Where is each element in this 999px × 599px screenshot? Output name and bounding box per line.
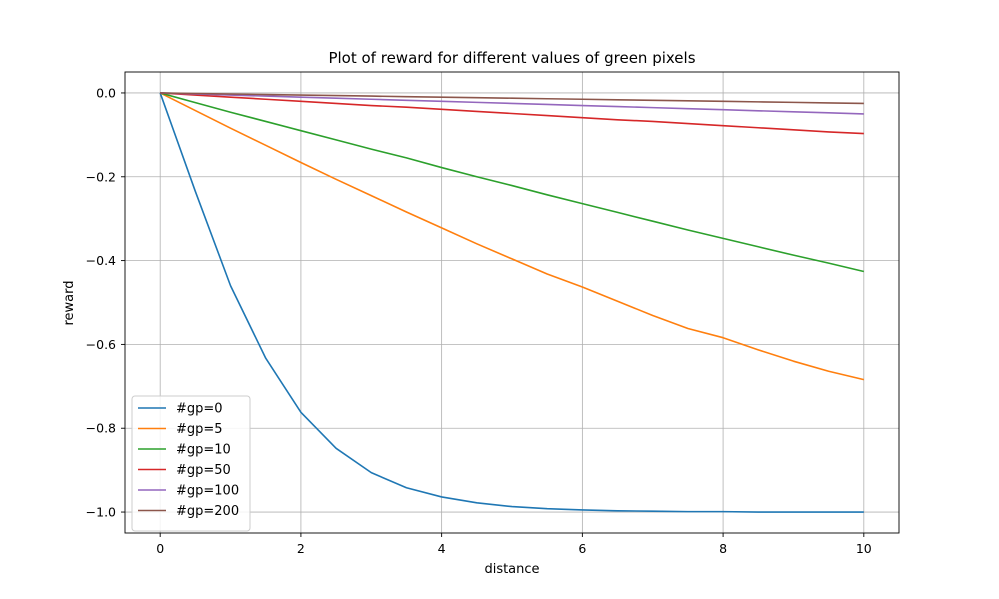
series-line-5 bbox=[160, 92, 864, 105]
legend-label: #gp=200 bbox=[176, 504, 239, 519]
axes bbox=[124, 71, 900, 534]
legend-label: #gp=5 bbox=[176, 422, 223, 437]
y-tick-label: 0.0 bbox=[96, 85, 116, 100]
series-lines bbox=[159, 92, 865, 513]
series-line-3 bbox=[160, 92, 864, 135]
x-tick-label: 2 bbox=[297, 541, 305, 556]
y-tick-label: −1.0 bbox=[86, 505, 116, 520]
legend: #gp=0 #gp=5 #gp=10 #gp=50 #gp=100 #gp=200 bbox=[131, 395, 251, 532]
x-tick-label: 0 bbox=[156, 541, 164, 556]
grid bbox=[125, 72, 899, 533]
x-tick-label: 4 bbox=[438, 541, 446, 556]
series-line-0 bbox=[159, 92, 864, 513]
legend-box bbox=[131, 395, 251, 532]
x-tick-label: 10 bbox=[856, 541, 872, 556]
x-tick-label: 8 bbox=[719, 541, 727, 556]
chart-title: Plot of reward for different values of g… bbox=[328, 49, 695, 67]
legend-label: #gp=0 bbox=[176, 402, 223, 417]
legend-label: #gp=100 bbox=[176, 484, 239, 499]
plot-frame bbox=[124, 71, 900, 534]
x-tick-label: 6 bbox=[578, 541, 586, 556]
legend-label: #gp=10 bbox=[176, 443, 231, 458]
y-tick-label: −0.6 bbox=[86, 337, 116, 352]
y-axis-label: reward bbox=[62, 280, 77, 325]
ticks: 0 2 4 6 8 10 0.0 −0.2 −0.4 −0.6 −0.8 −1.0 bbox=[86, 85, 872, 556]
y-tick-label: −0.4 bbox=[86, 253, 116, 268]
y-tick-label: −0.8 bbox=[86, 421, 116, 436]
x-axis-label: distance bbox=[484, 562, 539, 577]
series-line-4 bbox=[160, 92, 864, 115]
y-tick-label: −0.2 bbox=[86, 169, 116, 184]
series-line-1 bbox=[159, 92, 865, 381]
legend-label: #gp=50 bbox=[176, 463, 231, 478]
series-line-2 bbox=[159, 92, 865, 273]
